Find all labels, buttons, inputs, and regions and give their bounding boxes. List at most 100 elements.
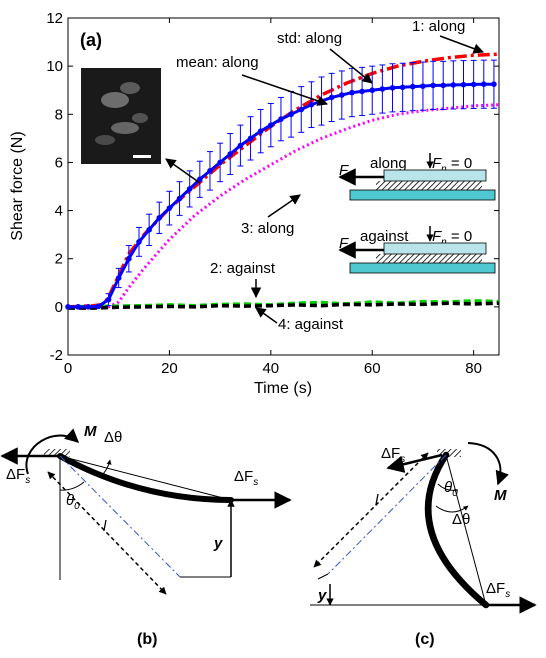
mean-point [237,142,244,149]
mean-point [217,159,223,166]
svg-text:Fn = 0: Fn = 0 [432,155,472,175]
y-tick-label: 0 [55,299,63,316]
mean-point [268,122,274,128]
y-tick-label: 6 [55,154,63,171]
series-layer [65,52,500,310]
diagram-b: M ΔFs ΔFs Δθ θ0 l y (b) [0,423,292,648]
annotation-3-along: 3: along [241,220,294,237]
mean-point [146,227,152,233]
panel-label-a: (a) [80,30,102,50]
svg-text:ΔFs: ΔFs [6,466,30,486]
mean-point [278,116,284,122]
mean-point [328,94,335,101]
micrograph-inset [81,68,161,164]
svg-text:M: M [84,423,97,440]
mean-point [430,82,436,89]
svg-text:y: y [317,587,327,604]
mean-point [176,195,183,202]
annotation-2-against: 2: against [210,260,276,277]
y-axis-ticks: -2 0 2 4 6 8 10 12 [46,10,499,364]
mean-point [349,89,355,96]
scale-bar [133,155,151,158]
svg-text:l: l [103,518,107,535]
mean-point [257,128,264,134]
mean-point [308,101,315,108]
y-tick-label: 8 [55,106,63,123]
svg-text:against: against [360,228,409,245]
x-tick-label: 20 [161,360,178,377]
svg-text:Δθ: Δθ [452,511,470,528]
mean-point [197,176,203,183]
x-tick-label: 60 [364,360,381,377]
mean-point [480,81,487,87]
mean-point [399,84,406,91]
mean-point [450,82,457,88]
moment-arrow-c [467,442,509,486]
annotations: 1: along std: along mean: along 3: along… [165,18,484,333]
y-tick-label: 2 [55,251,63,268]
mean-point [247,135,254,142]
annotation-mean-along: mean: along [176,54,259,71]
mean-point [440,82,447,89]
svg-text:ΔFs: ΔFs [381,445,405,465]
x-axis-label: Time (s) [254,380,312,397]
y-tick-label: 4 [55,203,63,220]
series-line-4-against [68,301,500,310]
mean-point [115,275,122,281]
mean-point [420,83,426,89]
panel-label-c: (c) [415,631,435,648]
mean-point [95,303,102,310]
mean-point [379,86,386,92]
mean-point [359,88,365,95]
diagram-c: M ΔFs ΔFs θ0 Δθ l y (c) [310,442,537,648]
x-tick-label: 40 [262,360,279,377]
y-tick-label: 10 [46,58,63,75]
svg-text:Fn = 0: Fn = 0 [432,228,472,248]
x-tick-label: 80 [465,360,482,377]
beam-c [424,451,490,609]
x-tick-label: 0 [64,360,72,377]
schematic-against: Fs against Fn = 0 [338,226,496,274]
mean-point [460,81,467,88]
mean-point [186,186,193,192]
svg-text:Δθ: Δθ [104,429,122,446]
moment-arrow-b [25,428,80,475]
clamp-b [44,449,70,457]
mean-point [389,85,396,91]
svg-text:along: along [370,155,407,172]
y-tick-label: -2 [50,347,63,364]
panel-label-b: (b) [137,631,157,648]
series-line-3-along [68,103,500,309]
x-axis-ticks: 0 20 40 60 80 [64,18,482,377]
mean-point [227,151,234,157]
mean-point [65,304,71,310]
mean-point [136,239,142,245]
mean-point [75,304,81,310]
mean-point [156,214,163,221]
svg-text:θ0: θ0 [444,479,458,499]
y-axis-label: Shear force (N) [9,131,26,240]
svg-text:M: M [494,487,507,504]
mean-point [207,168,213,174]
mean-point [105,296,112,303]
annotation-1-along: 1: along [412,18,465,35]
mean-point [85,304,92,310]
svg-text:ΔFs: ΔFs [234,468,258,488]
y-tick-label: 12 [46,10,63,27]
mean-point [288,111,294,118]
mean-point [166,205,173,211]
mean-point [491,81,497,87]
mean-point [339,92,345,98]
svg-text:y: y [213,535,223,552]
svg-text:ΔFs: ΔFs [486,580,510,600]
svg-text:l: l [375,492,379,509]
mean-point [470,81,477,88]
annotation-std-along: std: along [277,30,342,47]
mean-point [298,106,305,113]
mean-point [410,83,416,90]
annotation-4-against: 4: against [278,316,344,333]
mean-point [126,255,132,262]
schematic-along: Fs along Fn = 0 [338,153,496,201]
